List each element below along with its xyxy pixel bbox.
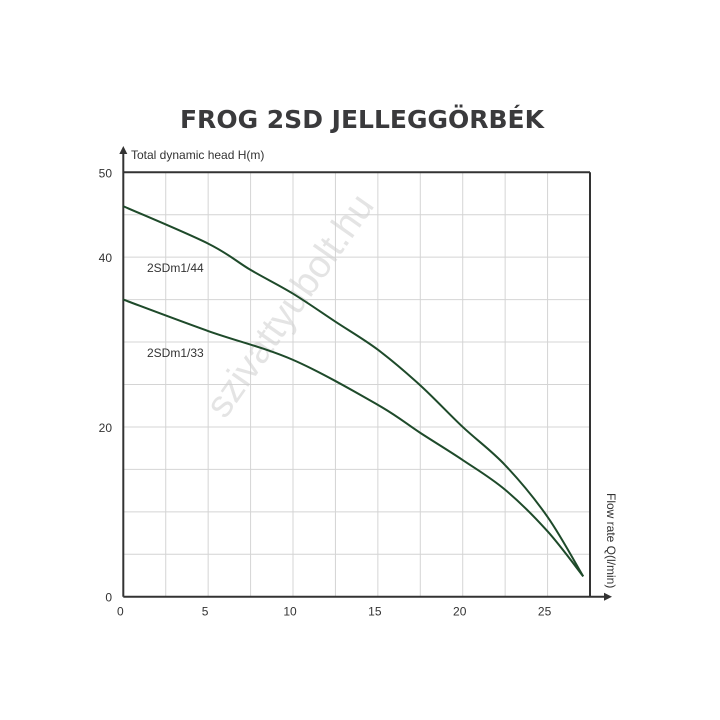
series-label-2SDm1-44: 2SDm1/44 [147, 261, 204, 275]
y-tick-label: 20 [99, 421, 113, 435]
x-tick-label: 25 [538, 605, 552, 619]
x-tick-label: 0 [117, 605, 124, 619]
series-label-2SDm1-33: 2SDm1/33 [147, 346, 204, 360]
x-axis-arrow [604, 592, 612, 601]
series-line-2SDm1-33 [122, 298, 584, 577]
chart-title: FROG 2SD JELLEGGÖRBÉK [180, 104, 546, 134]
y-axis-label: Total dynamic head H(m) [131, 148, 264, 162]
grid [123, 172, 590, 597]
x-tick-label: 15 [368, 605, 382, 619]
y-tick-label: 0 [105, 591, 112, 605]
axes [119, 146, 612, 601]
series-line-2SDm1-44 [122, 205, 585, 577]
x-tick-label: 20 [453, 605, 467, 619]
y-axis-arrow [119, 146, 128, 154]
x-tick-label: 5 [202, 605, 209, 619]
watermark: szivattyubolt.hu [198, 187, 383, 426]
y-tick-label: 40 [99, 251, 113, 265]
x-axis-label: Flow rate Q(l/min) [604, 493, 618, 588]
tick-labels: 0 5 10 15 20 25 0 20 40 50 [99, 166, 552, 618]
series-lines [122, 205, 585, 577]
y-tick-label: 50 [99, 166, 113, 180]
x-tick-label: 10 [283, 605, 297, 619]
